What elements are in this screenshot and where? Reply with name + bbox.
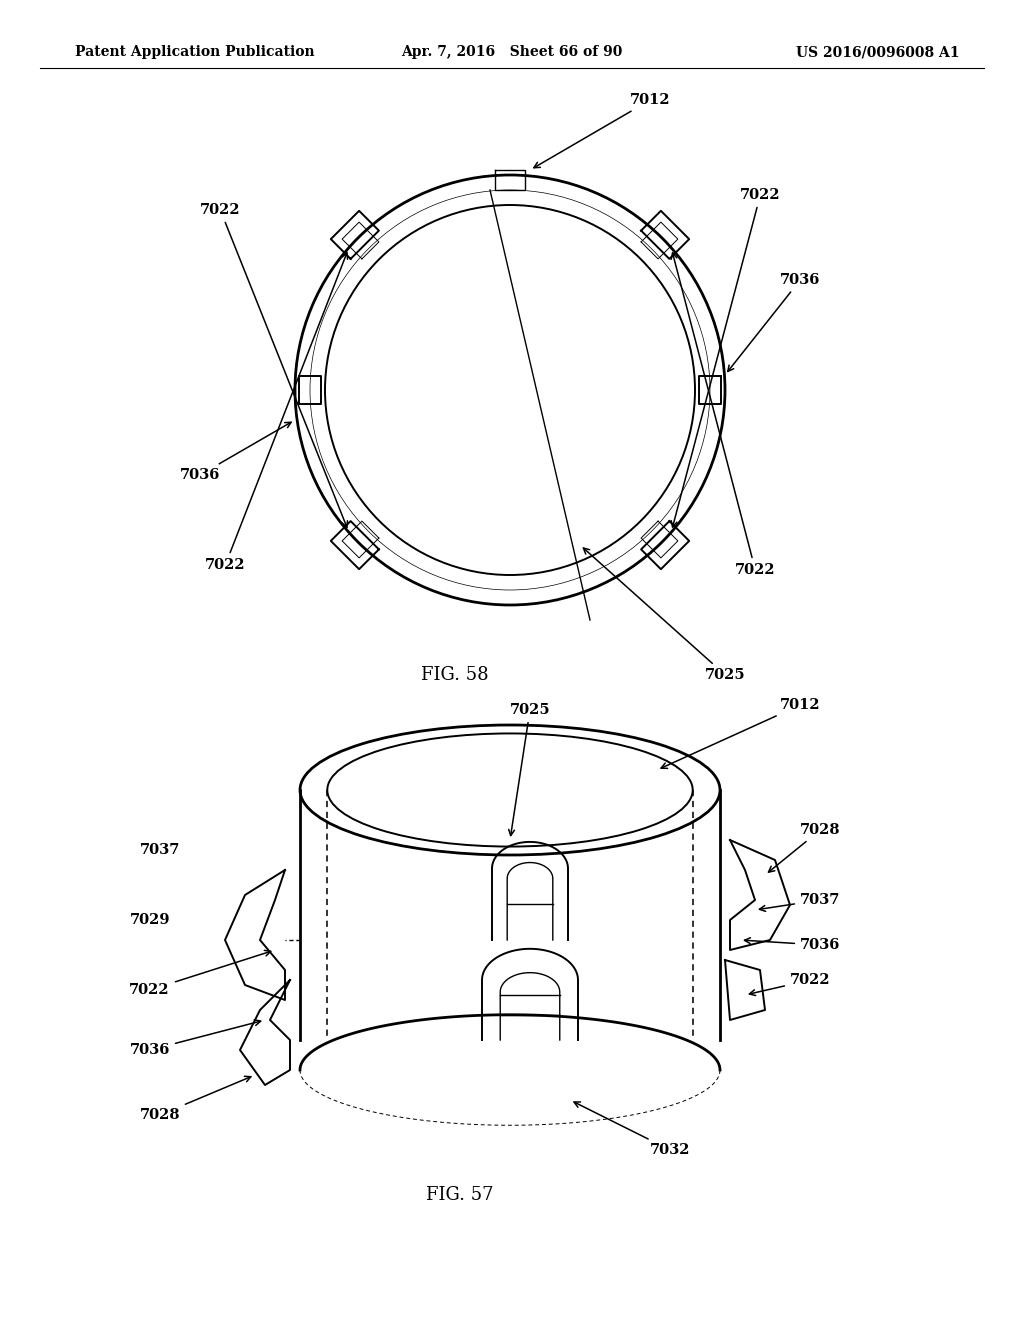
Text: 7036: 7036 [744, 937, 841, 952]
Text: 7025: 7025 [584, 548, 745, 682]
Text: US 2016/0096008 A1: US 2016/0096008 A1 [797, 45, 961, 59]
Text: 7029: 7029 [129, 913, 170, 927]
Text: 7028: 7028 [139, 1076, 251, 1122]
Text: 7022: 7022 [750, 973, 830, 995]
Text: 7037: 7037 [139, 843, 180, 857]
Text: 7036: 7036 [728, 273, 820, 371]
Text: 7022: 7022 [129, 950, 270, 997]
Text: Apr. 7, 2016   Sheet 66 of 90: Apr. 7, 2016 Sheet 66 of 90 [401, 45, 623, 59]
Text: 7025: 7025 [509, 704, 550, 836]
Text: 7032: 7032 [574, 1102, 690, 1158]
Text: 7022: 7022 [672, 187, 780, 527]
Text: FIG. 58: FIG. 58 [421, 667, 488, 684]
Text: 7012: 7012 [662, 698, 820, 768]
Text: 7022: 7022 [205, 252, 347, 572]
Text: 7022: 7022 [671, 253, 775, 577]
Text: 7028: 7028 [768, 822, 841, 873]
Text: 7036: 7036 [179, 422, 291, 482]
Text: Patent Application Publication: Patent Application Publication [75, 45, 314, 59]
Text: 7037: 7037 [760, 894, 841, 911]
Text: 7036: 7036 [130, 1020, 261, 1057]
Text: 7022: 7022 [200, 203, 347, 527]
Text: FIG. 57: FIG. 57 [426, 1185, 494, 1204]
Text: 7012: 7012 [534, 92, 671, 168]
